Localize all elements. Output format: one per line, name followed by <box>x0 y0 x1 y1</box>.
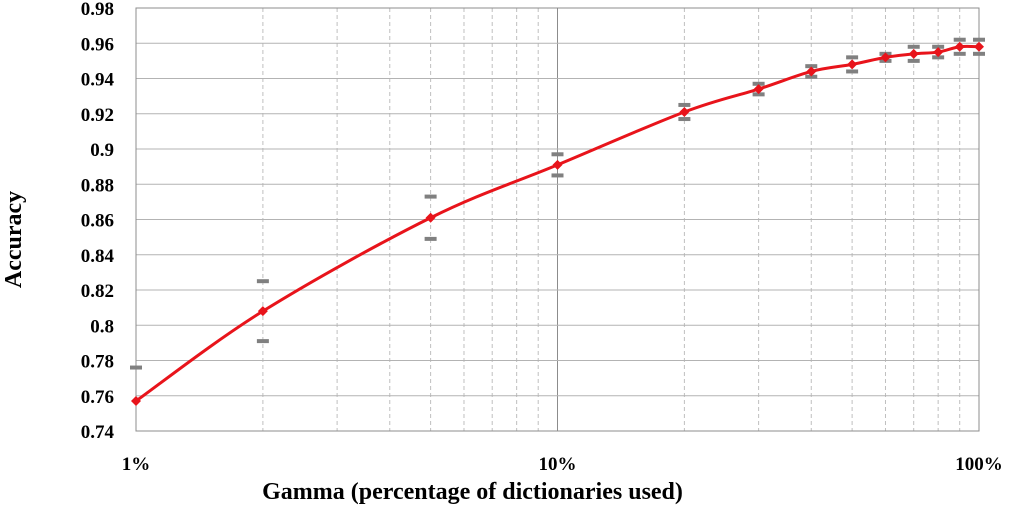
major-gridlines <box>135 7 980 432</box>
x-tick-label: 10% <box>539 454 577 475</box>
y-tick-label: 0.88 <box>81 175 114 196</box>
data-point <box>806 66 817 77</box>
y-tick-label: 0.9 <box>90 140 114 161</box>
y-tick-label: 0.74 <box>81 422 115 443</box>
y-tick-label: 0.92 <box>81 105 114 126</box>
y-tick-label: 0.98 <box>81 0 114 20</box>
y-tick-label: 0.84 <box>81 246 115 267</box>
data-point <box>131 396 141 407</box>
data-point <box>933 47 944 58</box>
data-point <box>425 212 436 223</box>
y-tick-label: 0.86 <box>81 211 114 232</box>
y-tick-label: 0.76 <box>81 387 114 408</box>
data-point <box>847 59 858 70</box>
series-accuracy <box>131 41 984 407</box>
data-point <box>880 52 891 63</box>
x-tick-label: 100% <box>955 454 1003 475</box>
data-point <box>954 41 965 52</box>
x-axis-title: Gamma (percentage of dictionaries used) <box>262 479 683 505</box>
data-point <box>679 106 690 117</box>
y-axis-tick-labels: 0.74 0.76 0.78 0.8 0.82 0.84 0.86 0.88 0.9 0.92 0.… <box>81 0 115 443</box>
y-axis-title: Accuracy <box>1 191 27 288</box>
y-tick-label: 0.78 <box>81 352 114 373</box>
data-point <box>974 41 984 52</box>
error-bars <box>130 37 985 370</box>
data-point <box>257 306 268 317</box>
data-point <box>753 84 764 95</box>
y-tick-label: 0.8 <box>90 316 114 337</box>
data-point <box>908 48 919 59</box>
y-tick-label: 0.94 <box>81 70 115 91</box>
y-tick-label: 0.96 <box>81 34 114 55</box>
data-point <box>552 159 563 170</box>
y-tick-label: 0.82 <box>81 281 114 302</box>
plot-area-frame <box>135 7 980 432</box>
x-axis-tick-labels: 1% 10% 100% <box>122 454 1003 475</box>
x-tick-label: 1% <box>122 454 151 475</box>
